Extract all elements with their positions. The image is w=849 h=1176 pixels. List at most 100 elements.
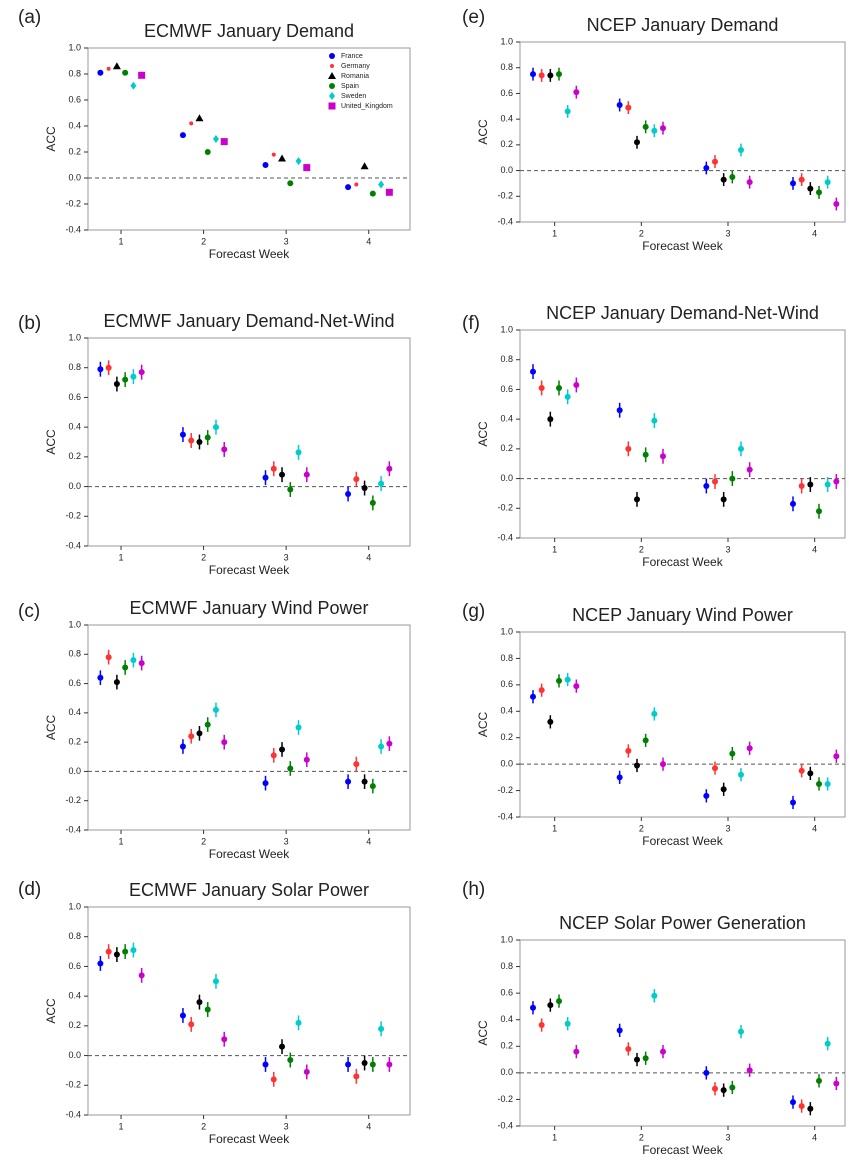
- marker: [130, 947, 137, 954]
- panel-label: (a): [18, 7, 41, 28]
- x-tick-label: 4: [812, 823, 817, 833]
- marker: [295, 157, 302, 166]
- marker: [703, 1069, 710, 1076]
- x-tick-label: 1: [119, 836, 124, 846]
- marker: [746, 1067, 753, 1074]
- marker: [221, 446, 228, 453]
- marker: [287, 486, 294, 493]
- marker: [625, 445, 632, 452]
- marker: [573, 89, 580, 96]
- y-axis-label: ACC: [476, 1020, 490, 1046]
- marker: [651, 710, 658, 717]
- y-axis-label: ACC: [44, 998, 58, 1024]
- marker: [386, 740, 393, 747]
- y-tick-label: 0.6: [500, 88, 513, 98]
- y-tick-label: 0.4: [500, 414, 513, 424]
- marker: [746, 466, 753, 473]
- y-axis-label: ACC: [44, 126, 58, 152]
- marker: [547, 72, 554, 79]
- y-tick-label: 0.6: [500, 384, 513, 394]
- panel: (e) NCEP January Demand -0.4 -0.2 0.0 0.2 0.4 0…: [462, 7, 846, 253]
- marker: [634, 1056, 640, 1063]
- marker: [720, 1087, 727, 1094]
- x-axis-label: Forecast Week: [642, 555, 723, 569]
- marker: [196, 730, 203, 737]
- marker: [386, 465, 393, 472]
- y-axis-label: ACC: [476, 119, 490, 145]
- marker: [345, 491, 352, 497]
- marker: [530, 368, 536, 375]
- marker: [634, 496, 640, 503]
- panel: (h) NCEP Solar Power Generation -0.4 -0.2 0.…: [462, 879, 846, 1157]
- marker: [738, 1028, 744, 1035]
- y-tick-label: 0.4: [500, 1014, 513, 1024]
- marker: [616, 1027, 623, 1034]
- marker: [179, 132, 186, 139]
- marker: [278, 154, 287, 162]
- marker: [279, 746, 286, 753]
- marker: [530, 1004, 536, 1011]
- legend-label: France: [341, 53, 363, 60]
- marker: [616, 102, 623, 108]
- x-tick-label: 1: [552, 228, 557, 238]
- x-tick-label: 4: [812, 544, 817, 554]
- x-tick-label: 4: [366, 836, 371, 846]
- x-tick-label: 3: [725, 823, 730, 833]
- legend-label: Spain: [341, 83, 359, 90]
- x-tick-label: 1: [119, 236, 124, 246]
- marker: [720, 496, 727, 503]
- marker: [720, 786, 727, 793]
- x-axis-label: Forecast Week: [642, 239, 723, 253]
- marker: [746, 745, 753, 752]
- marker: [188, 1021, 195, 1028]
- marker: [130, 373, 137, 380]
- marker: [790, 799, 796, 806]
- marker: [179, 431, 186, 438]
- marker: [729, 750, 736, 757]
- marker: [345, 184, 352, 191]
- x-axis-label: Forecast Week: [209, 1132, 290, 1146]
- y-tick-label: -0.2: [497, 191, 513, 201]
- panel: (f) NCEP January Demand-Net-Wind -0.4 -0.2 0…: [462, 303, 846, 569]
- y-tick-label: -0.2: [497, 785, 513, 795]
- panel: (g) NCEP January Wind Power -0.4 -0.2 0.0 0.2…: [462, 601, 846, 848]
- y-tick-label: 1.0: [68, 901, 81, 911]
- x-tick-label: 4: [812, 1132, 817, 1142]
- marker: [538, 384, 545, 391]
- x-tick-label: 3: [284, 236, 289, 246]
- marker: [279, 471, 286, 478]
- y-tick-label: 0.2: [500, 1041, 513, 1051]
- y-tick-label: -0.4: [497, 216, 513, 226]
- marker: [642, 123, 649, 130]
- chart-title: NCEP January Demand: [587, 15, 779, 35]
- x-tick-label: 1: [119, 552, 124, 562]
- y-tick-label: -0.2: [65, 795, 81, 805]
- marker: [564, 108, 571, 115]
- marker: [138, 71, 146, 79]
- marker: [790, 180, 796, 187]
- legend-label: Germany: [341, 63, 370, 70]
- plot-area: [519, 329, 846, 539]
- x-tick-label: 3: [725, 1132, 730, 1142]
- marker: [270, 465, 277, 472]
- y-tick-label: -0.4: [497, 811, 513, 821]
- y-tick-label: 1.0: [500, 626, 513, 636]
- marker: [221, 739, 228, 746]
- y-tick-label: -0.2: [65, 1080, 81, 1090]
- y-tick-label: 0.8: [68, 649, 81, 659]
- y-tick-label: -0.2: [65, 511, 81, 521]
- y-tick-label: -0.2: [65, 198, 81, 208]
- panel-label: (d): [18, 879, 41, 900]
- y-tick-label: 0.2: [68, 737, 81, 747]
- x-axis-label: Forecast Week: [642, 834, 723, 848]
- x-tick-label: 3: [284, 1121, 289, 1131]
- marker: [361, 1060, 368, 1066]
- marker: [530, 693, 536, 700]
- x-tick-label: 4: [366, 236, 371, 246]
- marker: [112, 62, 121, 70]
- marker: [798, 1103, 805, 1110]
- marker: [122, 69, 129, 76]
- marker: [824, 481, 831, 488]
- panel: (c) ECMWF January Wind Power -0.4 -0.2 0.0 0.…: [18, 598, 411, 861]
- marker: [642, 1055, 649, 1062]
